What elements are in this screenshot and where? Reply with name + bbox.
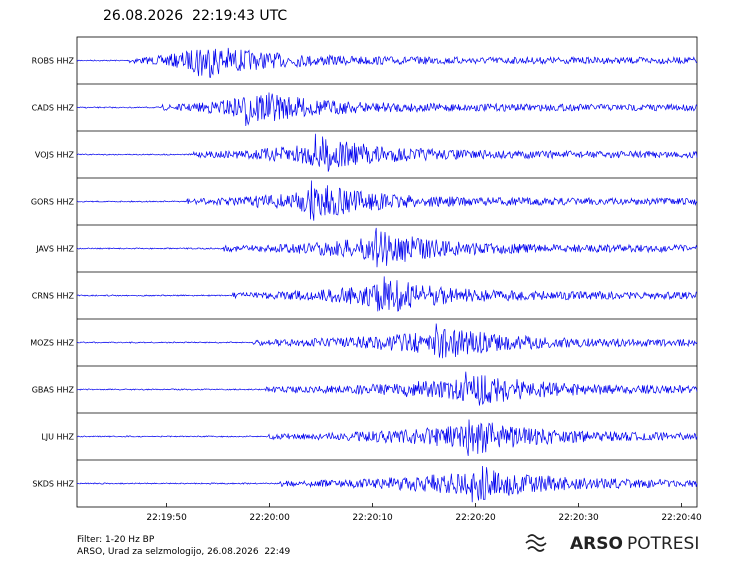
- logo-text: ARSO POTRESI: [570, 534, 699, 554]
- station-label: MOZS HHZ: [30, 339, 74, 348]
- station-label: GORS HHZ: [31, 198, 75, 207]
- logo-bold: ARSO: [570, 534, 623, 554]
- station-label: CRNS HHZ: [32, 292, 75, 301]
- x-tick-label: 22:20:40: [661, 513, 702, 523]
- station-label: JAVS HHZ: [35, 245, 74, 254]
- filter-note: Filter: 1-20 Hz BP: [77, 535, 155, 545]
- station-label: CADS HHZ: [32, 104, 75, 113]
- chart-title: 26.08.2026 22:19:43 UTC: [103, 8, 287, 24]
- x-tick-label: 22:20:00: [249, 513, 290, 523]
- logo-light: POTRESI: [627, 534, 699, 554]
- trace: [76, 276, 697, 312]
- trace: [76, 371, 698, 406]
- x-tick-label: 22:20:30: [558, 513, 599, 523]
- trace: [76, 180, 698, 221]
- station-label: SKDS HHZ: [32, 480, 74, 489]
- trace: [76, 47, 698, 78]
- trace: [76, 419, 698, 456]
- trace: [76, 227, 698, 268]
- x-tick-label: 22:20:10: [352, 513, 393, 523]
- trace: [77, 465, 698, 503]
- logo-icon: [525, 534, 547, 552]
- station-label: ROBS HHZ: [32, 57, 75, 66]
- logo: ARSO POTRESI: [525, 534, 699, 554]
- trace: [76, 92, 698, 127]
- x-tick-label: 22:20:20: [455, 513, 496, 523]
- station-label: VOJS HHZ: [35, 151, 75, 160]
- trace: [76, 323, 698, 359]
- trace: [76, 133, 698, 172]
- x-tick-label: 22:19:50: [146, 513, 187, 523]
- credit: ARSO, Urad za selzmologijo, 26.08.2026 2…: [77, 547, 291, 557]
- station-label: GBAS HHZ: [32, 386, 75, 395]
- station-label: LJU HHZ: [41, 433, 74, 442]
